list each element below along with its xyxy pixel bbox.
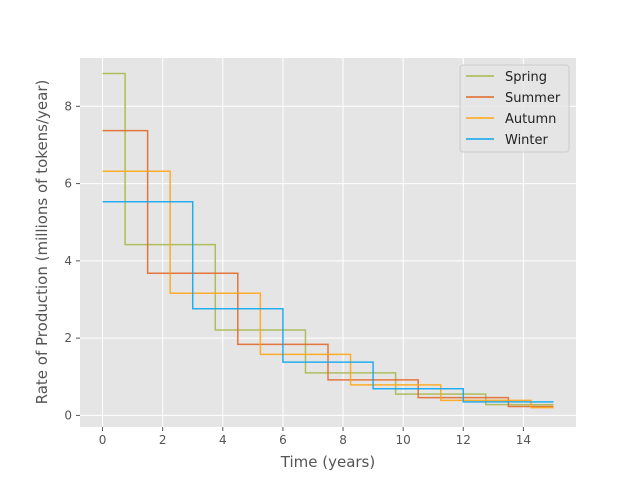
x-tick-label: 6	[279, 433, 287, 447]
legend: Spring Summer Autumn Winter	[459, 64, 570, 153]
y-tick-label: 6	[64, 177, 72, 191]
legend-label: Winter	[505, 133, 549, 148]
x-tick-label: 2	[159, 433, 167, 447]
y-tick-label: 0	[64, 408, 72, 422]
x-axis-label: Time (years)	[280, 453, 375, 471]
legend-box	[459, 64, 570, 153]
legend-label: Autumn	[505, 112, 556, 127]
legend-label: Spring	[505, 70, 547, 85]
series-line-spring	[102, 72, 554, 406]
x-tick-label: 12	[456, 433, 471, 447]
x-tick-label: 8	[339, 433, 347, 447]
x-tick-label: 10	[396, 433, 411, 447]
x-tick-label: 4	[219, 433, 227, 447]
x-tick-label: 0	[99, 433, 107, 447]
y-tick-label: 4	[64, 254, 72, 268]
x-tick-label: 14	[516, 433, 531, 447]
y-tick-label: 8	[64, 99, 72, 113]
legend-label: Summer	[505, 91, 561, 106]
y-tick-label: 2	[64, 331, 72, 345]
y-axis-label: Rate of Production (millions of tokens/y…	[33, 80, 51, 405]
series-line-winter	[102, 200, 554, 403]
